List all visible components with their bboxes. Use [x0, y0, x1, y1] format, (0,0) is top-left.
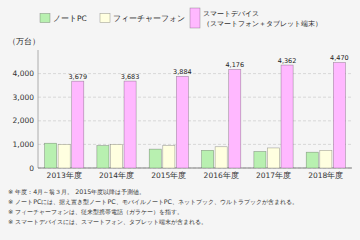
bar: [72, 81, 84, 168]
bar: [267, 148, 279, 168]
bars: [45, 63, 346, 168]
bar: [45, 143, 57, 168]
legend-label-line: スマートデバイス: [203, 10, 259, 18]
legend-label-line: ノートPC: [53, 14, 87, 23]
y-tick-label: 1,000: [13, 140, 35, 149]
y-tick-label: 4,000: [13, 69, 35, 78]
bar: [124, 81, 136, 168]
grid-line: [38, 97, 352, 98]
data-label: 4,362: [278, 57, 297, 65]
bar: [202, 150, 214, 168]
data-label: 3,683: [121, 73, 140, 81]
bar: [306, 152, 318, 168]
footnote: ※ 年度：4月～翁３月。 2015年度以降は予測値。: [8, 188, 145, 195]
x-axis: 2013年度 2014年度 2015年度 2016年度 2017年度 2018年度: [47, 171, 344, 180]
y-axis: 0 1,000 2,000 3,000 4,000: [13, 50, 352, 173]
bar: [320, 150, 332, 168]
data-label: 4,470: [330, 54, 349, 62]
footnote: ※ ノートPCには、据え置き型ノートPC、モバイルノートPC、ネットブック、ウル…: [8, 198, 298, 206]
bar: [229, 69, 241, 168]
footnote: ※ スマートデバイスには、スマートフォン、タブレット端末が含まれる。: [8, 218, 207, 225]
bar: [176, 76, 188, 168]
bar: [97, 146, 109, 168]
grid-line: [38, 144, 352, 145]
bar: [281, 65, 293, 168]
legend-label: ノートPC: [53, 14, 87, 23]
x-tick-label: 2017年度: [256, 171, 291, 180]
grid-line: [38, 120, 352, 121]
background: [0, 0, 360, 240]
bar: [215, 147, 227, 168]
data-labels: 3,679 3,683 3,884 4,176 4,362 4,470: [68, 54, 348, 81]
bar: [333, 63, 345, 168]
grid-line: [38, 168, 352, 169]
bar: [163, 146, 175, 168]
x-tick-label: 2013年度: [47, 171, 82, 180]
legend-swatch: [100, 14, 110, 23]
legend-label: スマートデバイス （スマートフォン＋タブレット端末）: [203, 10, 322, 28]
y-tick-label: 3,000: [13, 93, 35, 102]
bar: [149, 149, 161, 168]
y-tick-label: 0: [29, 164, 34, 173]
x-tick-label: 2018年度: [308, 171, 343, 180]
legend-swatch: [190, 8, 200, 28]
data-label: 4,176: [225, 61, 244, 69]
x-tick-label: 2015年度: [151, 171, 186, 180]
chart: 0 1,000 2,000 3,000 4,000 （万台） 3,679 3,683 3,884…: [0, 0, 360, 240]
footnotes: ※ 年度：4月～翁３月。 2015年度以降は予測値。 ※ ノートPCには、据え置き…: [8, 188, 298, 225]
y-axis-label: （万台）: [8, 37, 40, 46]
bar: [254, 151, 266, 168]
data-label: 3,679: [68, 73, 87, 81]
x-tick-label: 2016年度: [204, 171, 239, 180]
data-label: 3,884: [173, 68, 192, 76]
bar: [58, 144, 70, 168]
footnote: ※ フィーチャーフォンは、従来型携帯電話（ガラケー）を指す。: [8, 208, 183, 216]
x-tick-label: 2014年度: [99, 171, 134, 180]
legend-label-line: フィーチャーフォン: [113, 14, 185, 23]
y-tick-label: 2,000: [13, 116, 35, 125]
y-axis-line: [38, 50, 39, 168]
legend-label: フィーチャーフォン: [113, 14, 185, 23]
bar: [110, 144, 122, 168]
legend-swatch: [40, 14, 50, 23]
legend-label-line: （スマートフォン＋タブレット端末）: [203, 20, 322, 28]
legend: ノートPC フィーチャーフォン スマートデバイス （スマートフォン＋タブレット端末）: [40, 8, 322, 28]
x-axis-line: [38, 168, 352, 169]
